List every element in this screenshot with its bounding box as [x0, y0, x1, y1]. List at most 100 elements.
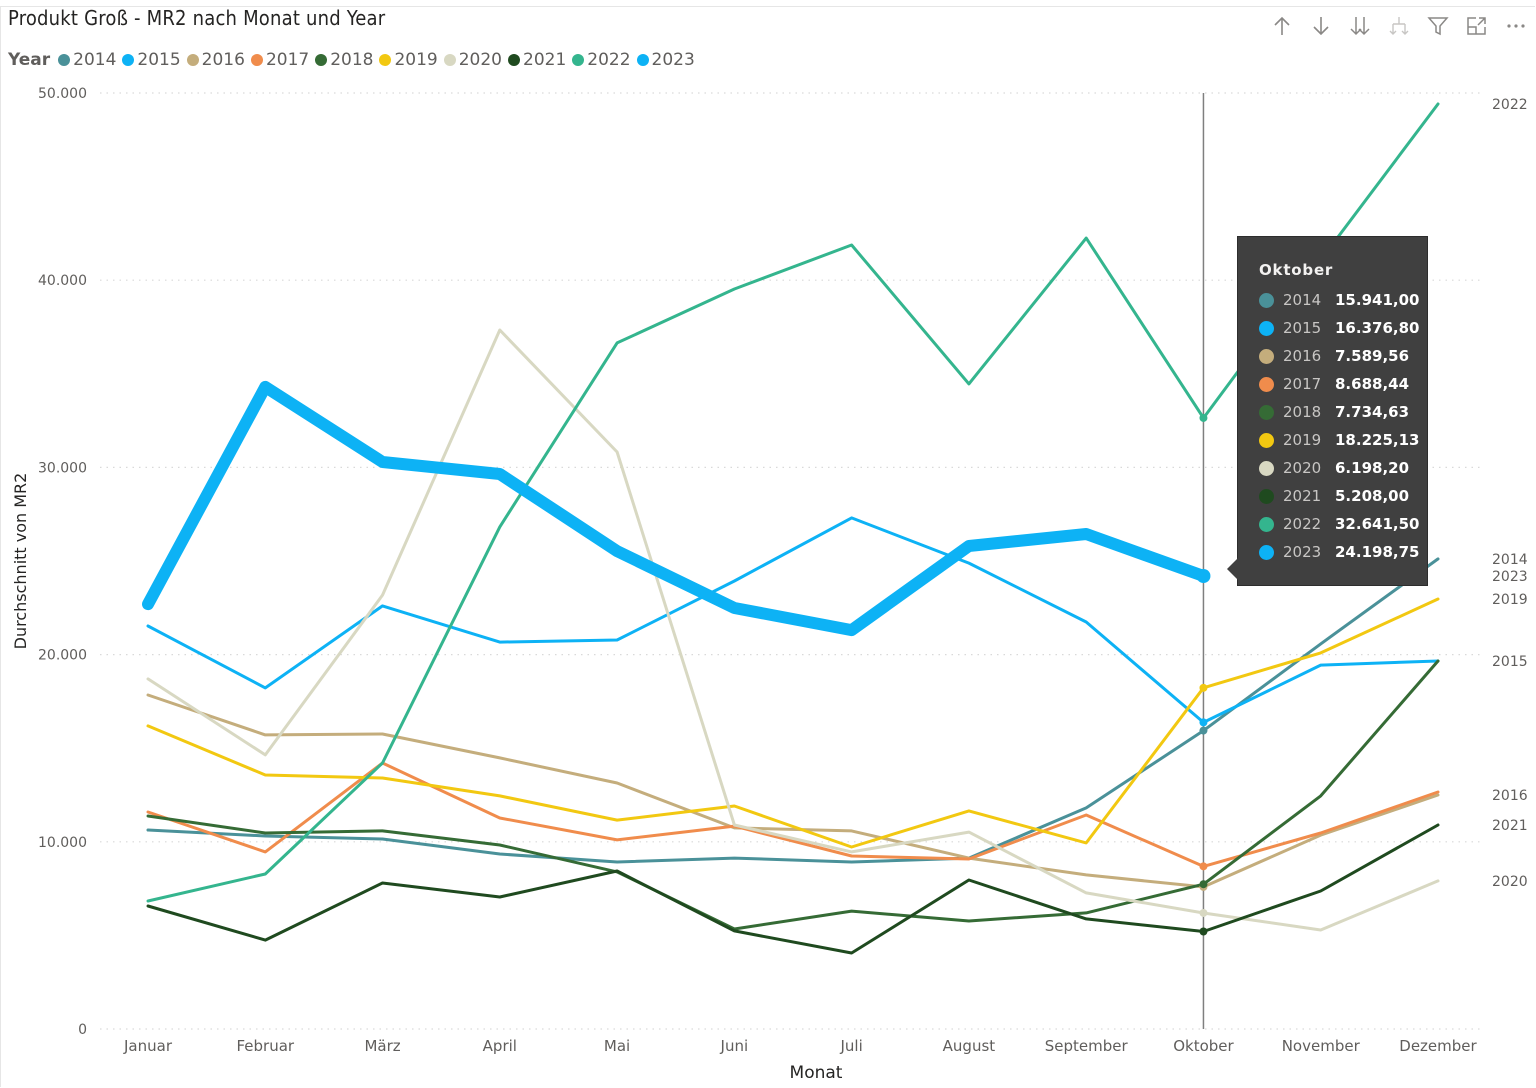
series-line-2020[interactable]: [146, 328, 1440, 932]
tooltip-year: 2014: [1283, 291, 1322, 309]
legend-marker-icon: [572, 54, 585, 66]
tooltip-year: 2020: [1283, 459, 1322, 477]
tooltip-year: 2022: [1283, 515, 1322, 533]
tooltip-value: 15.941,00: [1335, 291, 1420, 309]
tooltip-row: 2023 24.198,75: [1259, 542, 1419, 562]
x-tick-label: April: [483, 1037, 517, 1055]
legend-label: 2021: [523, 50, 567, 70]
drill-up-button[interactable]: [1268, 12, 1296, 40]
legend-title: Year: [8, 50, 51, 70]
legend-marker-icon: [443, 54, 456, 66]
next-level-button[interactable]: [1346, 12, 1374, 40]
series-end-label: 2023: [1492, 569, 1528, 585]
data-point-2019-Oktober[interactable]: [1199, 683, 1208, 692]
more-options-button[interactable]: [1502, 12, 1530, 40]
arrow-up-icon: [1274, 16, 1290, 35]
drill-down-button[interactable]: [1307, 12, 1335, 40]
series-line-2023[interactable]: [142, 380, 1210, 637]
tooltip-value: 18.225,13: [1335, 431, 1420, 449]
series-end-label: 2021: [1492, 818, 1528, 834]
visual-header-toolbar: [1257, 12, 1530, 40]
tooltip-row: 2018 7.734,63: [1259, 402, 1409, 422]
data-point-2018-Oktober[interactable]: [1199, 880, 1208, 889]
legend-item-2023[interactable]: 2023: [636, 50, 695, 70]
legend-marker-icon: [379, 54, 392, 66]
series-color-icon: [1259, 376, 1274, 392]
data-point-2015-Oktober[interactable]: [1199, 718, 1208, 727]
tooltip-value: 24.198,75: [1335, 543, 1420, 561]
x-tick-label: November: [1282, 1037, 1361, 1055]
series-color-icon: [1259, 320, 1274, 336]
tooltip-row: 2020 6.198,20: [1259, 458, 1409, 478]
series-color-icon: [1259, 488, 1274, 504]
series-end-label: 2016: [1492, 788, 1528, 804]
y-tick-label: 30.000: [38, 460, 87, 476]
x-tick-label: September: [1045, 1037, 1129, 1055]
series-line-2017[interactable]: [146, 761, 1440, 868]
legend-item-2017[interactable]: 2017: [250, 50, 309, 70]
x-tick-label: Mai: [604, 1037, 630, 1055]
y-axis-ticks: 0 10.000 20.000 30.000 40.000 50.000: [38, 86, 87, 1038]
series-line-2018[interactable]: [146, 659, 1440, 931]
data-point-2021-Oktober[interactable]: [1199, 927, 1208, 936]
legend-item-2019[interactable]: 2019: [379, 50, 438, 70]
legend-marker-icon: [315, 54, 328, 66]
visual-container: [0, 6, 1535, 1087]
tooltip-year: 2016: [1283, 347, 1322, 365]
series-line-2016[interactable]: [146, 693, 1440, 889]
series-color-icon: [1259, 516, 1274, 532]
series-line-2021[interactable]: [146, 823, 1440, 955]
tooltip-value: 5.208,00: [1335, 487, 1410, 505]
legend-label: 2014: [73, 50, 117, 70]
data-point-2022-Oktober[interactable]: [1199, 413, 1208, 422]
focus-mode-button[interactable]: [1463, 12, 1491, 40]
tooltip-year: 2021: [1283, 487, 1322, 505]
x-tick-label: Oktober: [1173, 1037, 1234, 1055]
legend-item-2015[interactable]: 2015: [122, 50, 181, 70]
legend-label: 2015: [137, 50, 181, 70]
series-line-2022[interactable]: [146, 102, 1440, 903]
x-axis-ticks: Januar Februar März April Mai Juni Juli August S…: [123, 1037, 1478, 1055]
series-line-2019[interactable]: [146, 597, 1440, 849]
legend-item-2020[interactable]: 2020: [443, 50, 502, 70]
data-point-2023-Oktober[interactable]: [1196, 568, 1211, 583]
tooltip-value: 7.734,63: [1335, 403, 1410, 421]
legend-label: 2018: [330, 50, 374, 70]
data-point-2017-Oktober[interactable]: [1199, 862, 1208, 871]
legend: Year 2014 2015 2016 2017 2018 2019 2020 2021 202…: [8, 49, 701, 71]
legend-label: 2023: [651, 50, 695, 70]
tooltip: Oktober 2014 15.941,00 2015 16.376,80 2016 7.…: [1227, 236, 1428, 586]
hover-markers: [1196, 413, 1211, 936]
series-color-icon: [1259, 460, 1274, 476]
legend-marker-icon: [636, 54, 649, 66]
legend-item-2018[interactable]: 2018: [315, 50, 373, 70]
legend-item-2021[interactable]: 2021: [508, 50, 566, 70]
y-tick-label: 10.000: [38, 835, 87, 851]
tooltip-row: 2014 15.941,00: [1259, 290, 1419, 310]
legend-item-2016[interactable]: 2016: [186, 50, 245, 70]
data-point-2020-Oktober[interactable]: [1199, 908, 1208, 917]
legend-item-2014[interactable]: 2014: [58, 50, 116, 70]
legend-item-2022[interactable]: 2022: [572, 50, 631, 70]
tooltip-year: 2018: [1283, 403, 1322, 421]
data-point-2014-Oktober[interactable]: [1199, 726, 1208, 735]
x-axis-title: Monat: [790, 1063, 843, 1083]
tooltip-value: 16.376,80: [1335, 319, 1420, 337]
expand-hierarchy-button[interactable]: [1385, 12, 1413, 40]
tooltip-row: 2015 16.376,80: [1259, 318, 1419, 338]
chart-title: Produkt Groß - MR2 nach Monat und Year: [8, 6, 386, 30]
tooltip-year: 2019: [1283, 431, 1322, 449]
x-tick-label: Juli: [840, 1037, 863, 1055]
filter-button[interactable]: [1424, 12, 1452, 40]
more-options-icon: [1507, 24, 1525, 28]
filter-icon: [1427, 17, 1449, 36]
series-line-2014[interactable]: [146, 557, 1440, 864]
x-tick-label: März: [364, 1037, 400, 1055]
legend-marker-icon: [122, 54, 135, 66]
series-color-icon: [1259, 432, 1274, 448]
tooltip-title: Oktober: [1259, 261, 1334, 279]
y-tick-label: 20.000: [38, 648, 87, 664]
legend-marker-icon: [508, 54, 520, 66]
series-end-label: 2014: [1492, 552, 1528, 568]
